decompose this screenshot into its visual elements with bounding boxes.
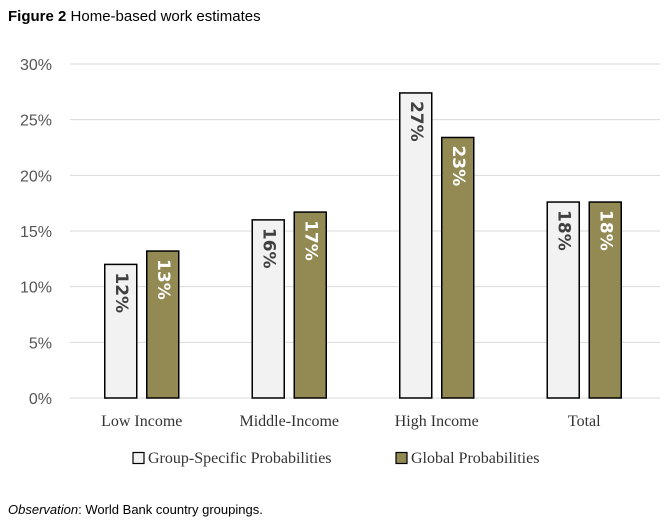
x-tick-label: Total bbox=[568, 413, 601, 430]
data-label: 23% bbox=[448, 145, 468, 186]
note-label: Observation bbox=[8, 502, 79, 517]
y-tick-label: 15% bbox=[20, 224, 52, 241]
data-label: 12% bbox=[111, 272, 131, 313]
data-label: 18% bbox=[595, 210, 615, 251]
bar bbox=[251, 219, 285, 399]
y-tick-label: 20% bbox=[20, 168, 52, 185]
y-tick-label: 10% bbox=[20, 280, 52, 297]
bar bbox=[546, 201, 580, 399]
data-label: 13% bbox=[153, 259, 173, 300]
x-tick-label: Low Income bbox=[101, 413, 182, 430]
y-tick-label: 30% bbox=[20, 57, 52, 74]
bar bbox=[293, 211, 327, 399]
note-text: : World Bank country groupings. bbox=[78, 502, 263, 517]
bar-chart: 0% 5% 10% 15% 20% 25% 30% 12% 13% Low Income 16% 17… bbox=[20, 57, 660, 467]
observation-note: Observation: World Bank country grouping… bbox=[8, 502, 263, 517]
bar bbox=[399, 92, 433, 399]
y-tick-label: 0% bbox=[29, 391, 52, 408]
figure-label: Figure 2 bbox=[8, 8, 67, 25]
figure-title: Figure 2 Home-based work estimates bbox=[8, 8, 261, 25]
figure-title-text: Home-based work estimates bbox=[70, 8, 261, 25]
data-label: 16% bbox=[258, 228, 278, 269]
y-tick-label: 25% bbox=[20, 113, 52, 130]
bar bbox=[104, 263, 138, 399]
bar bbox=[588, 201, 622, 399]
legend-swatch bbox=[395, 451, 408, 465]
legend-swatch bbox=[132, 451, 145, 465]
bar bbox=[441, 136, 475, 399]
data-label: 18% bbox=[553, 210, 573, 251]
x-tick-label: Middle-Income bbox=[239, 413, 339, 430]
bar bbox=[146, 250, 180, 399]
data-label: 17% bbox=[300, 220, 320, 261]
y-tick-label: 5% bbox=[29, 335, 52, 352]
data-label: 27% bbox=[406, 101, 426, 142]
x-tick-label: High Income bbox=[395, 413, 479, 430]
legend-label: Global Probabilities bbox=[411, 450, 539, 467]
legend-label: Group-Specific Probabilities bbox=[148, 450, 332, 467]
